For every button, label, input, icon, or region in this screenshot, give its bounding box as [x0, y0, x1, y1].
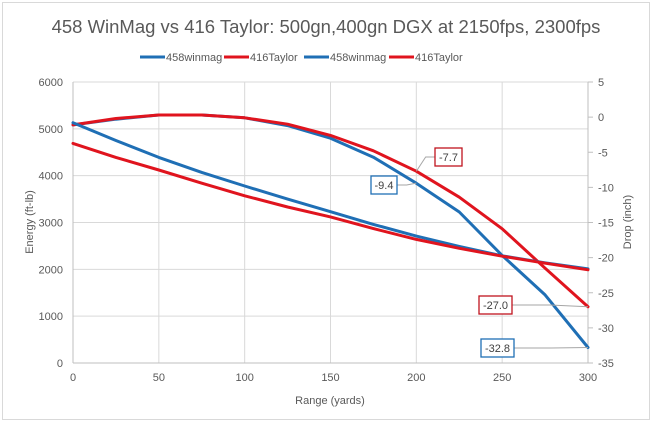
- x-axis-title: Range (yards): [295, 395, 365, 407]
- data-label-box: [478, 295, 513, 315]
- y2-tick-label: -5: [598, 147, 608, 159]
- legend-item: 416Taylor: [224, 52, 298, 64]
- legend: 458winmag 416Taylor 458winmag 416Taylor: [140, 52, 463, 64]
- leader-line: [397, 182, 417, 186]
- legend-item: 458winmag: [140, 52, 222, 64]
- data-label: -9.4: [370, 175, 417, 195]
- y-tick-label: 0: [57, 358, 63, 370]
- data-label-text: -32.8: [485, 343, 510, 355]
- data-label-text: -9.4: [375, 180, 394, 192]
- leader-line: [512, 304, 589, 308]
- y2-tick-label: -25: [598, 288, 614, 300]
- x-tick-label: 250: [493, 372, 511, 384]
- series-layer: [71, 113, 590, 349]
- data-label-box: [434, 147, 463, 167]
- series-line-416taylor-drop: [71, 113, 590, 309]
- legend-label: 416Taylor: [415, 52, 463, 64]
- gridlines: [73, 81, 589, 363]
- y2-tick-label: -35: [598, 358, 614, 370]
- legend-label: 416Taylor: [250, 52, 298, 64]
- x-tick-label: 150: [321, 372, 339, 384]
- data-label-box: [480, 338, 515, 358]
- chart-title: 458 WinMag vs 416 Taylor: 500gn,400gn DG…: [52, 16, 601, 37]
- x-tick-label: 0: [70, 372, 76, 384]
- x-tick-label: 300: [579, 372, 597, 384]
- legend-item: 458winmag: [304, 52, 386, 64]
- y-tick-label: 6000: [39, 77, 63, 89]
- y-tick-label: 1000: [39, 311, 63, 323]
- x-tick-label: 200: [407, 372, 425, 384]
- y-tick-label: 2000: [39, 264, 63, 276]
- y-tick-label: 3000: [39, 218, 63, 230]
- y2-tick-label: 0: [598, 112, 604, 124]
- y2-tick-label: 5: [598, 77, 604, 89]
- data-label: -7.7: [415, 147, 463, 172]
- leader-line: [415, 156, 435, 172]
- series-line-416taylor-energy: [71, 141, 590, 272]
- y-tick-label: 5000: [39, 124, 63, 136]
- y2-tick-label: -30: [598, 323, 614, 335]
- y-axis-title: Energy (ft-lb): [24, 190, 36, 254]
- x-tick-label: 100: [235, 372, 253, 384]
- y2-tick-label: -20: [598, 253, 614, 265]
- y2-tick-label: -15: [598, 218, 614, 230]
- legend-item: 416Taylor: [389, 52, 463, 64]
- data-label-text: -7.7: [439, 152, 458, 164]
- y2-axis-title: Drop (inch): [622, 195, 634, 249]
- data-label-box: [370, 175, 398, 195]
- data-label: -27.0: [478, 295, 589, 315]
- annotations: -9.4 -7.7 -27.0 -32.8: [370, 147, 589, 358]
- legend-label: 458winmag: [166, 52, 222, 64]
- y2-tick-label: -10: [598, 182, 614, 194]
- y-tick-label: 4000: [39, 171, 63, 183]
- data-label: -32.8: [480, 338, 589, 358]
- x-tick-label: 50: [153, 372, 165, 384]
- data-label-text: -27.0: [483, 300, 508, 312]
- legend-label: 458winmag: [330, 52, 386, 64]
